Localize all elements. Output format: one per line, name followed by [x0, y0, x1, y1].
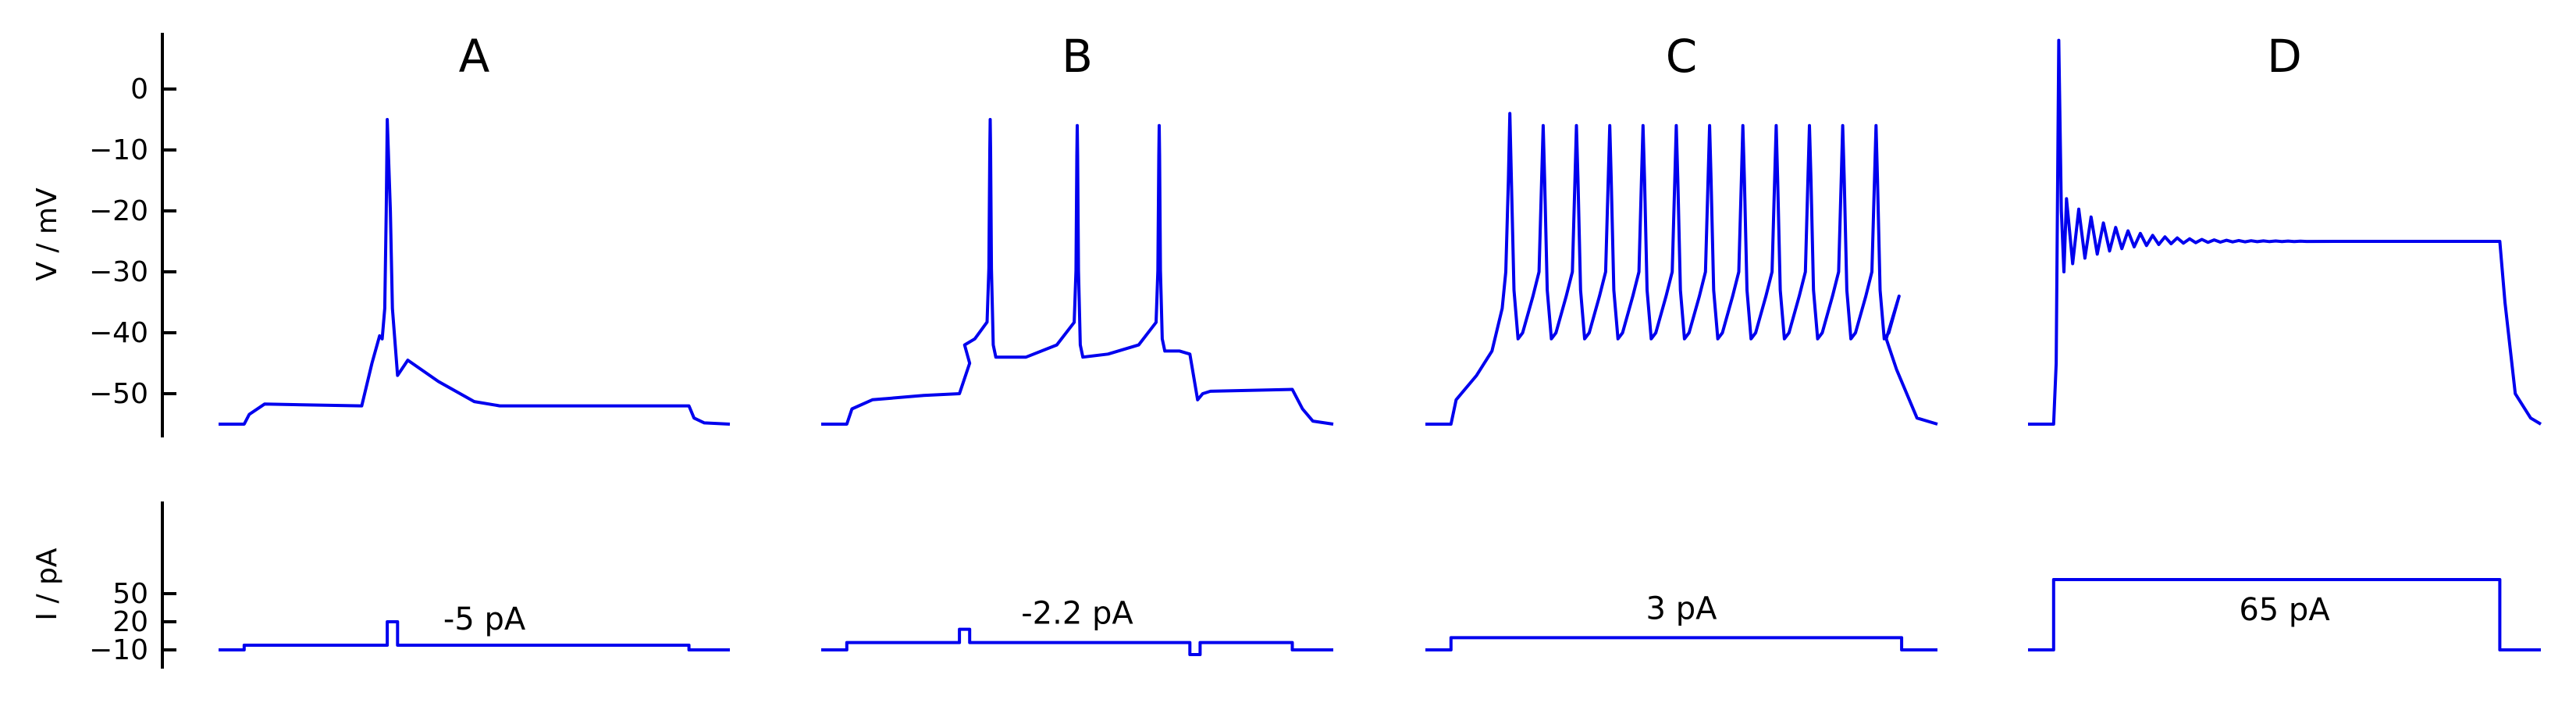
- voltage-axis: 0 −10 −20 −30 −40 −50 V / mV: [31, 33, 176, 437]
- voltage-axis-label: V / mV: [31, 187, 63, 281]
- current-label: -5 pA: [443, 601, 526, 637]
- current-label: 65 pA: [2239, 592, 2330, 628]
- current-trace: [2028, 578, 2541, 651]
- current-trace: [219, 620, 730, 651]
- current-label: -2.2 pA: [1021, 596, 1133, 632]
- current-tick-label: 20: [112, 606, 148, 638]
- panel-title: A: [459, 30, 490, 83]
- current-tick-label: −10: [89, 634, 148, 666]
- voltage-trace: [2028, 38, 2542, 426]
- voltage-ticks: 0 −10 −20 −30 −40 −50: [89, 73, 176, 410]
- voltage-tick-label: 0: [130, 73, 148, 105]
- voltage-tick-label: −10: [89, 134, 148, 166]
- panel-title: B: [1062, 30, 1093, 83]
- voltage-tick-label: −20: [89, 195, 148, 227]
- current-label: 3 pA: [1646, 591, 1718, 626]
- panel-c: C 3 pA: [1425, 30, 1938, 651]
- voltage-tick-label: −50: [89, 378, 148, 410]
- panel-b: B -2.2 pA: [821, 30, 1334, 656]
- voltage-tick-label: −40: [89, 317, 148, 349]
- current-trace: [1425, 636, 1937, 651]
- current-axis-label: I / pA: [31, 548, 63, 620]
- voltage-trace: [1425, 112, 1938, 426]
- voltage-tick-label: −30: [89, 256, 148, 288]
- panel-title: D: [2267, 30, 2302, 83]
- voltage-trace: [821, 118, 1334, 426]
- panel-title: C: [1666, 30, 1698, 83]
- panel-d: D 65 pA: [2028, 30, 2542, 651]
- current-trace: [821, 627, 1333, 656]
- current-tick-label: 50: [112, 578, 148, 610]
- panels: A -5 pA B -2.2 pA C 3 pA D 65 pA: [219, 30, 2542, 656]
- voltage-trace: [219, 118, 731, 426]
- panel-a: A -5 pA: [219, 30, 731, 651]
